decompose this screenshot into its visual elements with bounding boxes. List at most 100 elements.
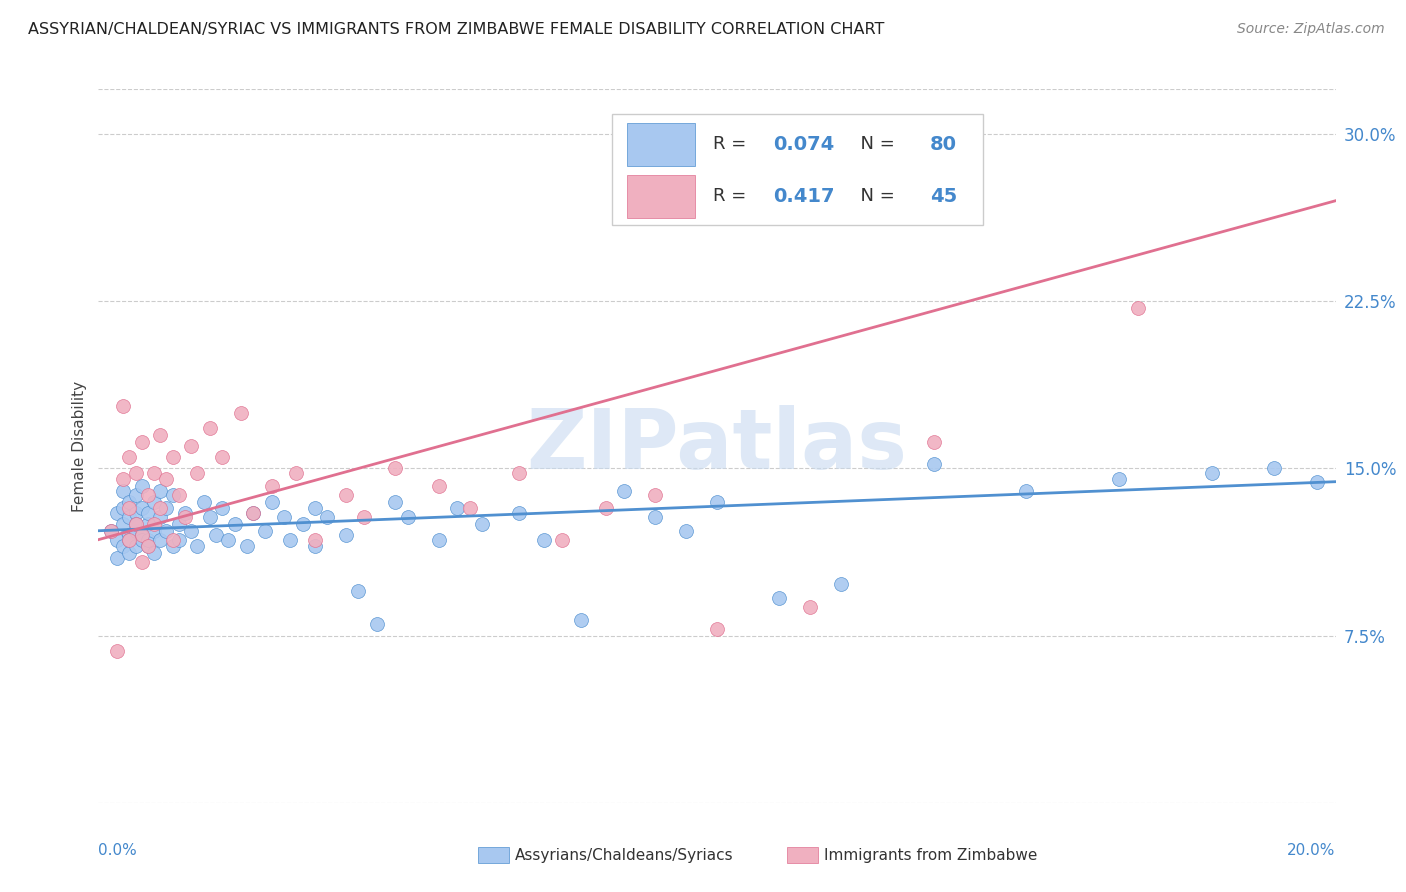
Point	[508, 466, 530, 480]
Point	[167, 517, 190, 532]
Point	[830, 577, 852, 591]
Point	[1126, 301, 1149, 315]
Point	[193, 494, 215, 508]
Point	[304, 501, 326, 516]
Text: 80: 80	[929, 135, 957, 153]
Point	[112, 473, 135, 487]
Point	[186, 539, 208, 553]
Point	[217, 533, 239, 547]
Point	[799, 599, 821, 614]
Point	[131, 501, 153, 516]
Point	[143, 466, 166, 480]
Point	[446, 501, 468, 516]
Point	[118, 546, 141, 560]
Point	[136, 533, 159, 547]
Point	[304, 539, 326, 553]
Point	[162, 488, 184, 502]
Text: 0.417: 0.417	[773, 186, 834, 206]
Point	[211, 450, 233, 465]
Point	[131, 479, 153, 493]
Point	[100, 524, 122, 538]
Text: R =: R =	[713, 136, 752, 153]
Point	[427, 479, 450, 493]
Point	[278, 533, 301, 547]
Point	[136, 488, 159, 502]
Point	[384, 461, 406, 475]
Point	[205, 528, 228, 542]
Point	[229, 405, 252, 420]
Point	[427, 533, 450, 547]
Point	[162, 450, 184, 465]
Point	[242, 506, 264, 520]
Point	[118, 533, 141, 547]
Point	[236, 539, 259, 553]
Point	[105, 644, 128, 658]
Y-axis label: Female Disability: Female Disability	[72, 380, 87, 512]
Point	[922, 457, 945, 471]
Point	[105, 533, 128, 547]
Point	[143, 494, 166, 508]
Point	[224, 517, 246, 532]
Point	[254, 524, 277, 538]
Text: N =: N =	[849, 187, 901, 205]
Point	[706, 494, 728, 508]
Text: 0.0%: 0.0%	[98, 843, 138, 858]
Point	[112, 483, 135, 498]
Point	[136, 539, 159, 553]
Point	[149, 510, 172, 524]
Point	[118, 501, 141, 516]
Point	[131, 528, 153, 542]
Point	[180, 439, 202, 453]
Point	[508, 506, 530, 520]
Point	[1201, 466, 1223, 480]
Point	[112, 517, 135, 532]
Point	[335, 528, 357, 542]
Point	[174, 506, 197, 520]
Point	[180, 524, 202, 538]
Point	[353, 510, 375, 524]
Point	[143, 524, 166, 538]
Point	[112, 399, 135, 413]
Point	[396, 510, 419, 524]
Point	[124, 517, 146, 532]
Point	[1263, 461, 1285, 475]
Point	[644, 510, 666, 524]
Point	[260, 494, 283, 508]
Point	[595, 501, 617, 516]
Point	[118, 450, 141, 465]
Point	[112, 539, 135, 553]
Point	[167, 533, 190, 547]
Point	[242, 506, 264, 520]
Point	[136, 506, 159, 520]
Text: ZIPatlas: ZIPatlas	[527, 406, 907, 486]
Text: N =: N =	[849, 136, 901, 153]
Point	[131, 434, 153, 449]
Bar	[627, 123, 695, 166]
Point	[162, 533, 184, 547]
Point	[384, 494, 406, 508]
Point	[143, 517, 166, 532]
Point	[124, 517, 146, 532]
Point	[124, 524, 146, 538]
Point	[124, 506, 146, 520]
Point	[198, 421, 221, 435]
Point	[118, 494, 141, 508]
Point	[118, 510, 141, 524]
Text: 45: 45	[929, 186, 957, 206]
Point	[211, 501, 233, 516]
Point	[162, 539, 184, 553]
Point	[100, 524, 122, 538]
Point	[112, 501, 135, 516]
Point	[149, 533, 172, 547]
Point	[131, 533, 153, 547]
Point	[613, 483, 636, 498]
Point	[198, 510, 221, 524]
Point	[186, 466, 208, 480]
Point	[124, 466, 146, 480]
Point	[155, 524, 177, 538]
Point	[533, 533, 555, 547]
Point	[922, 434, 945, 449]
Text: ASSYRIAN/CHALDEAN/SYRIAC VS IMMIGRANTS FROM ZIMBABWE FEMALE DISABILITY CORRELATI: ASSYRIAN/CHALDEAN/SYRIAC VS IMMIGRANTS F…	[28, 22, 884, 37]
Text: Assyrians/Chaldeans/Syriacs: Assyrians/Chaldeans/Syriacs	[515, 848, 733, 863]
Point	[1306, 475, 1329, 489]
